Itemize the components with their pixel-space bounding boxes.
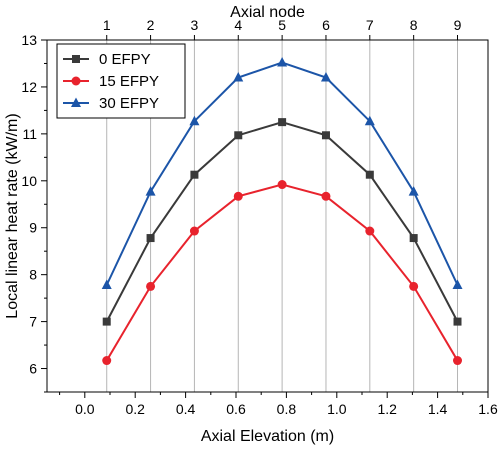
data-point	[320, 72, 331, 82]
y-axis-tick-label: 10	[21, 173, 37, 189]
data-point	[364, 115, 375, 126]
data-point	[409, 234, 418, 243]
top-axis-tick-label: 4	[234, 17, 242, 33]
x-axis-tick-label: 1.6	[478, 401, 498, 417]
axes-layer: 1 2 3 4 5 6 7 8 90.0 0.2 0.4 0.6 0.8 1.0 1.2 1.4 1.66789…	[21, 17, 498, 417]
data-point	[190, 170, 199, 179]
x-axis-tick-label: 0.4	[176, 401, 196, 417]
y-axis-tick-label: 12	[21, 79, 37, 95]
y-axis-title: Local linear heat rate (kW/m)	[4, 113, 21, 318]
data-point	[102, 317, 111, 326]
data-point	[189, 115, 200, 126]
series	[102, 180, 463, 366]
data-point	[453, 356, 463, 366]
x-axis-tick-label: 0.8	[277, 401, 297, 417]
top-axis-tick-label: 7	[366, 17, 374, 33]
top-axis-title: Axial node	[230, 4, 305, 21]
legend-marker	[72, 55, 80, 63]
top-axis-tick-label: 6	[322, 17, 330, 33]
legend-item: 0 EFPY	[63, 51, 151, 68]
data-point	[146, 234, 155, 243]
y-axis-tick-label: 9	[29, 220, 37, 236]
data-point	[277, 57, 288, 67]
data-point	[409, 281, 419, 291]
legend-item: 30 EFPY	[63, 95, 159, 112]
data-point	[453, 317, 462, 326]
legend-label: 15 EFPY	[99, 73, 159, 90]
top-axis-tick-label: 1	[103, 17, 111, 33]
x-axis-title: Axial Elevation (m)	[201, 428, 334, 445]
top-axis-tick-label: 9	[454, 17, 462, 33]
data-point	[234, 131, 243, 140]
data-point	[321, 131, 330, 140]
legend-marker	[71, 97, 81, 107]
data-point	[101, 279, 112, 289]
data-point	[233, 191, 243, 201]
data-point	[145, 186, 156, 196]
data-point	[233, 72, 244, 82]
y-axis-tick-label: 7	[29, 314, 37, 330]
y-axis-tick-label: 13	[21, 32, 37, 48]
legend-item: 15 EFPY	[63, 73, 159, 90]
y-axis-tick-label: 8	[29, 267, 37, 283]
series-layer	[101, 57, 463, 366]
top-axis-tick-label: 5	[278, 17, 286, 33]
x-axis-tick-label: 0.0	[75, 401, 95, 417]
legend-marker	[71, 76, 81, 86]
data-point	[102, 356, 112, 366]
data-point	[452, 279, 463, 289]
data-point	[408, 186, 419, 196]
x-axis-tick-label: 0.6	[226, 401, 246, 417]
y-axis-tick-label: 11	[22, 126, 37, 142]
x-axis-tick-label: 1.0	[327, 401, 347, 417]
data-point	[278, 118, 287, 127]
data-point	[277, 180, 287, 190]
data-point	[146, 281, 156, 291]
x-axis-tick-label: 1.4	[428, 401, 448, 417]
plot-frame	[46, 39, 489, 393]
legend-label: 30 EFPY	[99, 95, 159, 112]
data-point	[189, 226, 199, 236]
y-axis-tick-label: 6	[29, 361, 37, 377]
series	[101, 57, 463, 289]
legend: 0 EFPY 15 EFPY 30 EFPY	[56, 43, 186, 119]
legend-label: 0 EFPY	[99, 51, 151, 68]
data-point	[321, 191, 331, 201]
x-axis-tick-label: 0.2	[125, 401, 145, 417]
top-axis-tick-label: 3	[191, 17, 199, 33]
top-axis-tick-label: 2	[147, 17, 155, 33]
series	[102, 118, 462, 326]
top-axis-tick-label: 8	[410, 17, 418, 33]
data-point	[365, 170, 374, 179]
data-point	[365, 226, 375, 236]
x-axis-tick-label: 1.2	[377, 401, 397, 417]
